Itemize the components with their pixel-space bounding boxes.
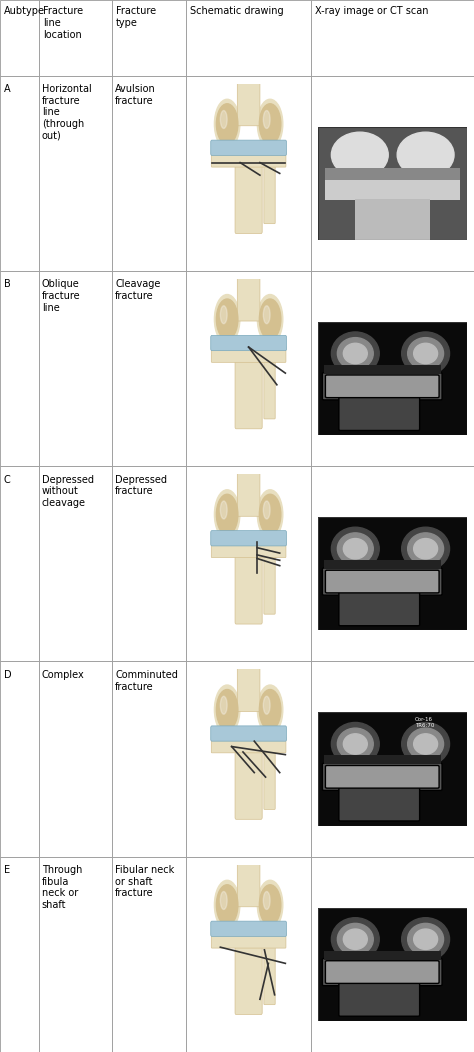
Bar — [186, 466, 311, 662]
Text: Fracture
line
location: Fracture line location — [43, 6, 83, 40]
Text: Depressed
fracture: Depressed fracture — [115, 474, 167, 497]
Bar — [186, 856, 311, 1052]
Text: Horizontal
fracture
line
(through
out): Horizontal fracture line (through out) — [42, 84, 91, 141]
Text: Aubtype: Aubtype — [4, 6, 45, 17]
Text: Comminuted
fracture: Comminuted fracture — [115, 670, 178, 691]
Text: X-ray image or CT scan: X-ray image or CT scan — [315, 6, 428, 17]
Bar — [112, 856, 186, 1052]
Text: Fibular neck
or shaft
fracture: Fibular neck or shaft fracture — [115, 865, 174, 898]
Bar — [112, 76, 186, 271]
Text: Depressed
without
cleavage: Depressed without cleavage — [42, 474, 94, 508]
Bar — [311, 76, 474, 271]
Bar — [0, 662, 39, 856]
Text: Through
fibula
neck or
shaft: Through fibula neck or shaft — [42, 865, 82, 910]
Bar — [112, 466, 186, 662]
Bar — [112, 662, 186, 856]
Text: Schematic drawing: Schematic drawing — [190, 6, 283, 17]
Bar — [112, 271, 186, 466]
Bar — [186, 271, 311, 466]
Bar — [311, 466, 474, 662]
Bar — [311, 662, 474, 856]
Bar — [186, 0, 311, 76]
Bar — [0, 466, 39, 662]
Text: Avulsion
fracture: Avulsion fracture — [115, 84, 156, 106]
Text: Complex: Complex — [42, 670, 84, 680]
Bar — [39, 271, 112, 466]
Bar — [112, 0, 186, 76]
Bar — [0, 0, 39, 76]
Text: Fracture
type: Fracture type — [116, 6, 156, 28]
Bar — [186, 662, 311, 856]
Bar — [186, 76, 311, 271]
Bar — [39, 662, 112, 856]
Text: Cleavage
fracture: Cleavage fracture — [115, 280, 161, 301]
Text: C: C — [4, 474, 10, 485]
Text: D: D — [4, 670, 11, 680]
Bar — [39, 76, 112, 271]
Bar — [39, 856, 112, 1052]
Text: E: E — [4, 865, 10, 875]
Bar — [0, 76, 39, 271]
Bar — [39, 466, 112, 662]
Bar — [311, 271, 474, 466]
Bar — [311, 0, 474, 76]
Text: B: B — [4, 280, 10, 289]
Bar — [0, 856, 39, 1052]
Bar — [39, 0, 112, 76]
Text: Oblique
fracture
line: Oblique fracture line — [42, 280, 80, 312]
Bar — [311, 856, 474, 1052]
Bar — [0, 271, 39, 466]
Text: A: A — [4, 84, 10, 95]
